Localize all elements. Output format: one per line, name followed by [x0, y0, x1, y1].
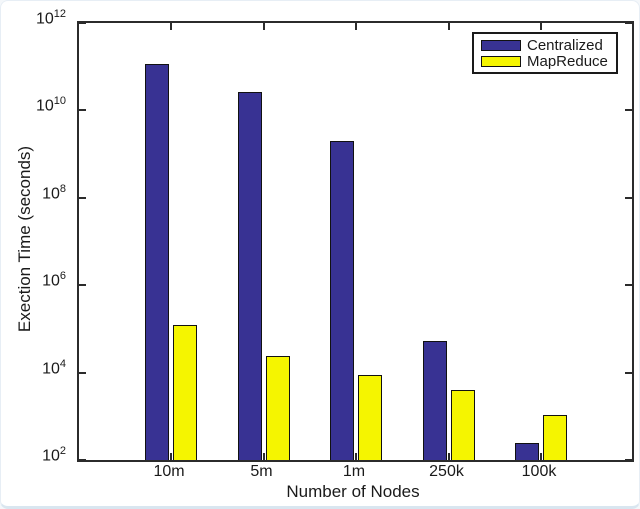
x-tick-top-250k — [447, 23, 450, 30]
legend-swatch-mapreduce — [481, 55, 521, 67]
x-tick-label-1m: 1m — [342, 463, 366, 480]
bar-centralized-5m — [237, 91, 262, 460]
legend-label-centralized: Centralized — [527, 36, 603, 54]
y-tick-right-1e6 — [625, 284, 632, 287]
legend-label-mapreduce: MapReduce — [527, 52, 608, 70]
y-tick-label-1e6: 106 — [42, 270, 66, 290]
y-tick-left-1e10 — [79, 109, 86, 112]
bar-centralized-100k — [515, 443, 539, 460]
x-tick-label-100k: 100k — [521, 463, 557, 480]
bar-centralized-250k — [422, 341, 447, 460]
bar-mapreduce-250k — [450, 390, 475, 460]
x-tick-top-10m — [170, 23, 172, 30]
y-tick-left-1e2 — [79, 459, 86, 461]
y-tick-right-1e4 — [625, 371, 632, 374]
y-axis-title: Exection Time (seconds) — [15, 145, 34, 333]
y-tick-right-1e12 — [625, 22, 632, 24]
bar-mapreduce-5m — [265, 356, 290, 460]
x-tick-bottom-5m — [262, 453, 265, 460]
y-tick-label-1e12: 1012 — [35, 8, 66, 28]
legend-item-mapreduce: MapReduce — [481, 53, 610, 69]
bar-centralized-1m — [330, 140, 354, 460]
x-tick-label-5m: 5m — [250, 463, 273, 480]
x-tick-bottom-10m — [170, 453, 172, 460]
y-tick-label-1e10: 1010 — [35, 95, 66, 115]
y-tick-right-1e2 — [625, 459, 632, 461]
x-tick-top-5m — [262, 23, 265, 30]
x-tick-bottom-100k — [540, 453, 542, 460]
x-tick-bottom-250k — [447, 453, 450, 460]
y-tick-label-1e8: 108 — [42, 182, 66, 203]
x-axis-title: Number of Nodes — [286, 482, 420, 501]
legend-swatch-centralized — [481, 39, 521, 51]
y-tick-label-1e2: 102 — [42, 445, 66, 465]
bar-mapreduce-10m — [173, 325, 197, 460]
legend-item-centralized: Centralized — [481, 37, 610, 53]
x-tick-label-250k: 250k — [429, 463, 464, 480]
y-tick-left-1e8 — [79, 196, 86, 199]
y-tick-right-1e10 — [625, 109, 632, 112]
y-tick-label-1e4: 104 — [42, 357, 66, 377]
legend: Centralized MapReduce — [472, 32, 618, 74]
x-tick-top-100k — [540, 23, 542, 30]
y-tick-left-1e4 — [79, 371, 86, 374]
plot-area — [77, 21, 634, 462]
x-tick-label-10m: 10m — [153, 463, 185, 480]
bar-mapreduce-100k — [543, 415, 567, 460]
bar-mapreduce-1m — [358, 374, 382, 460]
x-tick-top-1m — [355, 23, 357, 30]
y-tick-left-1e6 — [79, 284, 86, 287]
y-tick-right-1e8 — [625, 196, 632, 199]
x-tick-bottom-1m — [355, 453, 357, 460]
bar-centralized-10m — [145, 64, 169, 460]
y-tick-left-1e12 — [79, 22, 86, 24]
